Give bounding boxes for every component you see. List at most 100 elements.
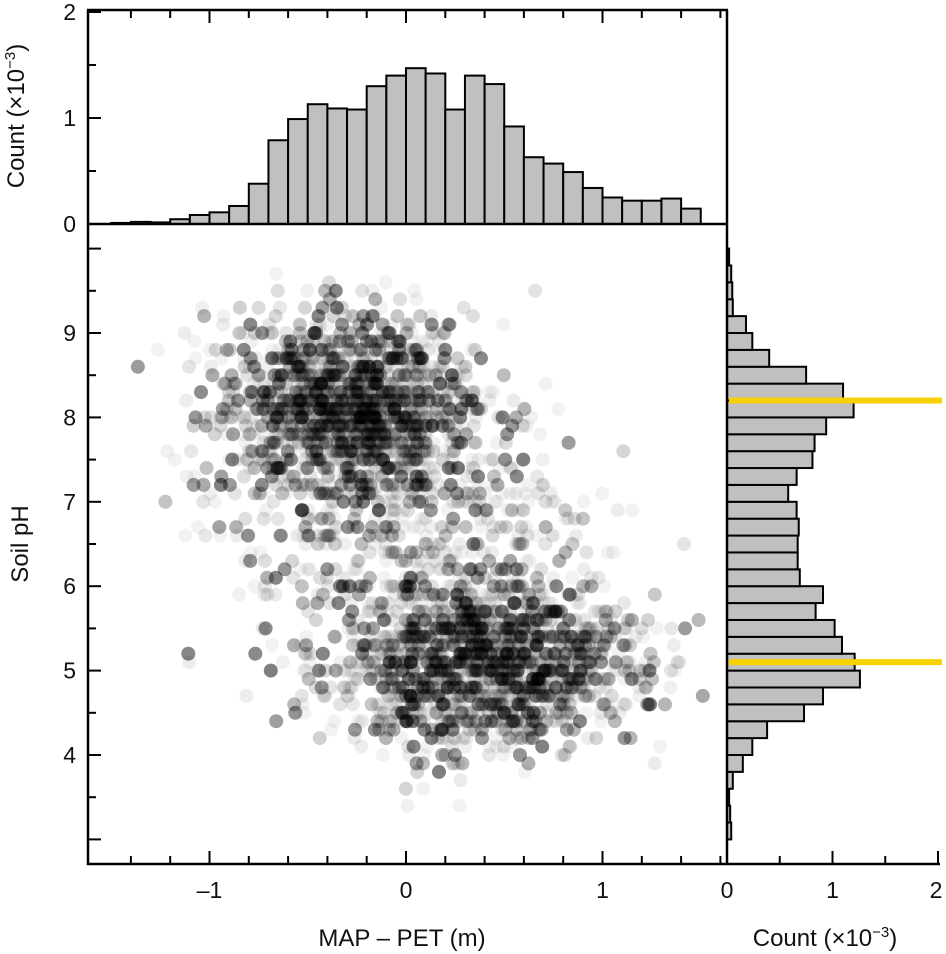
scatter-point xyxy=(442,621,457,636)
scatter-point xyxy=(344,469,359,484)
scatter-point xyxy=(250,418,265,433)
scatter-point xyxy=(326,385,341,400)
scatter-point xyxy=(324,393,339,408)
scatter-point xyxy=(268,587,283,602)
scatter-point xyxy=(362,402,377,416)
scatter-point xyxy=(549,705,564,720)
scatter-point xyxy=(518,629,533,644)
scatter-point xyxy=(458,596,473,611)
scatter-point xyxy=(372,705,387,720)
scatter-point xyxy=(399,714,414,729)
scatter-point xyxy=(237,359,252,374)
scatter-point xyxy=(424,646,439,661)
scatter-point xyxy=(425,486,439,501)
scatter-point xyxy=(341,376,356,391)
scatter-point xyxy=(544,613,558,627)
scatter-point xyxy=(328,629,343,644)
scatter-point xyxy=(579,629,594,644)
scatter-point xyxy=(459,494,474,509)
scatter-point xyxy=(381,604,396,619)
scatter-point xyxy=(582,621,597,636)
scatter-point xyxy=(394,435,409,450)
scatter-point xyxy=(430,596,445,611)
scatter-point xyxy=(472,486,487,501)
scatter-point xyxy=(380,393,394,408)
scatter-point xyxy=(552,553,567,568)
scatter-point xyxy=(488,604,503,619)
scatter-point xyxy=(419,655,434,670)
scatter-point xyxy=(632,663,647,678)
scatter-point xyxy=(461,646,475,661)
scatter-point xyxy=(478,672,493,686)
right-histogram-bar xyxy=(726,416,828,436)
scatter-point xyxy=(427,469,442,484)
scatter-point xyxy=(547,494,562,509)
scatter-point xyxy=(316,477,331,492)
scatter-point xyxy=(266,376,281,391)
scatter-point xyxy=(539,663,554,678)
scatter-point xyxy=(387,410,402,425)
scatter-point xyxy=(391,477,406,492)
scatter-point xyxy=(365,359,380,374)
scatter-point xyxy=(281,402,296,416)
scatter-point xyxy=(347,393,362,408)
scatter-point xyxy=(469,621,484,636)
scatter-point xyxy=(484,672,499,686)
scatter-point xyxy=(435,537,450,551)
scatter-point xyxy=(422,629,437,644)
scatter-point xyxy=(432,562,447,577)
scatter-point xyxy=(313,402,328,416)
scatter-point xyxy=(490,646,505,661)
right-histogram-bar xyxy=(726,450,814,470)
scatter-point xyxy=(506,596,521,611)
scatter-point xyxy=(421,672,436,686)
scatter-point xyxy=(266,494,281,509)
scatter-point xyxy=(466,385,481,400)
scatter-point xyxy=(366,638,381,653)
scatter-point xyxy=(530,570,545,585)
right-histogram-bar xyxy=(726,686,825,706)
scatter-point xyxy=(337,469,352,484)
scatter-point xyxy=(294,376,309,391)
scatter-point xyxy=(444,461,459,475)
scatter-point xyxy=(232,300,247,315)
scatter-point xyxy=(261,317,276,332)
scatter-point xyxy=(414,570,429,585)
scatter-point xyxy=(329,469,344,484)
scatter-point xyxy=(467,418,481,433)
scatter-point xyxy=(321,385,336,400)
scatter-point xyxy=(420,444,435,459)
scatter-point xyxy=(366,427,381,442)
scatter-point xyxy=(502,613,517,627)
scatter-point xyxy=(346,393,361,408)
scatter-point xyxy=(373,418,388,433)
scatter-point xyxy=(462,663,477,678)
scatter-point xyxy=(513,638,528,653)
scatter-point xyxy=(321,511,336,526)
scatter-point xyxy=(288,351,303,366)
scatter-point xyxy=(368,435,383,450)
scatter-point xyxy=(405,629,420,644)
scatter-point xyxy=(485,545,499,560)
scatter-point xyxy=(344,477,359,492)
scatter-point xyxy=(417,629,432,644)
scatter-point xyxy=(496,621,511,636)
scatter-point xyxy=(466,469,481,484)
scatter-point xyxy=(438,638,453,653)
scatter-point xyxy=(620,613,635,627)
scatter-point xyxy=(498,613,513,627)
scatter-point xyxy=(420,688,435,703)
scatter-point xyxy=(418,418,433,433)
scatter-point xyxy=(400,410,415,425)
scatter-point xyxy=(408,477,423,492)
scatter-point xyxy=(463,714,478,729)
scatter-point xyxy=(409,452,424,467)
scatter-point xyxy=(301,528,316,543)
scatter-point xyxy=(445,452,460,467)
scatter-point xyxy=(488,714,503,729)
scatter-point xyxy=(389,461,404,475)
scatter-point xyxy=(557,646,572,661)
scatter-point xyxy=(337,444,352,459)
scatter-point xyxy=(286,570,301,585)
scatter-point xyxy=(501,672,516,686)
